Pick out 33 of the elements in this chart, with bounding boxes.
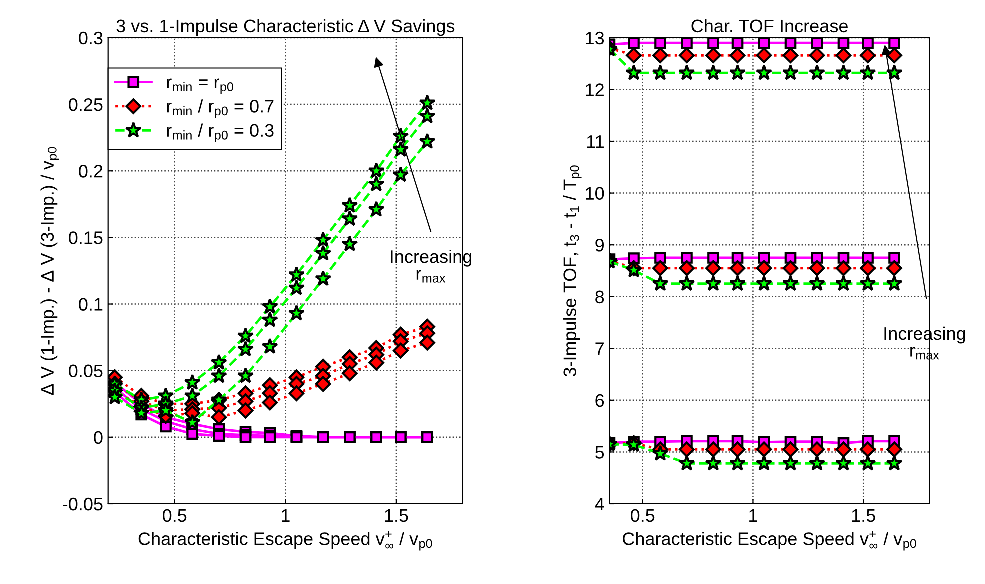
chart-title: 3 vs. 1-Impulse Characteristic Δ V Savings [116, 19, 455, 36]
x-tick-label: 0.5 [162, 509, 187, 522]
chart-title: Char. TOF Increase [692, 19, 848, 33]
y-tick-label: 12 [586, 84, 604, 96]
y-tick-label: -0.05 [63, 498, 103, 511]
y-tick-label: 0.1 [79, 298, 103, 311]
y-tick-label: 11 [587, 136, 604, 148]
y-tick-label: 13 [586, 32, 604, 45]
y-tick-label: 4 [595, 498, 604, 511]
x-tick-label: 1.5 [852, 510, 876, 522]
y-tick-label: 10 [586, 187, 604, 200]
y-tick-label: 0.25 [69, 98, 103, 112]
y-axis-title: Δ V (1-Imp.) - Δ V (3-Imp.) / v$_{p0}$ [40, 147, 60, 396]
y-tick-label: 0 [94, 431, 103, 444]
x-tick-label: 1.5 [385, 510, 408, 522]
y-tick-label: 6 [596, 394, 604, 408]
y-tick-label: 9 [596, 239, 604, 252]
y-tick-label: 8 [596, 290, 604, 304]
legend-label: r$_{min}$ / r$_{p0}$ = 0.7 [167, 100, 274, 118]
x-axis-title: Characteristic Escape Speed v$^{+}$$_{∞}$ / v$_{p0}$ [138, 531, 432, 551]
y-tick-label: 0.15 [69, 232, 103, 244]
legend-label: r$_{min}$ / r$_{p0}$ = 0.3 [167, 124, 274, 142]
x-tick-label: 1 [282, 510, 290, 522]
legend-label: r$_{min}$ = r$_{p0}$ [167, 78, 234, 94]
x-axis-title: Characteristic Escape Speed v$^{+}$$_{∞}$ / v$_{p0}$ [623, 531, 916, 551]
y-tick-label: 0.3 [79, 32, 103, 45]
y-tick-label: 0.2 [79, 165, 103, 178]
x-tick-label: 1 [750, 510, 758, 522]
x-tick-label: 0.5 [630, 509, 655, 522]
y-axis-title: 3-Impulse TOF, t$_{3}$ - t$_{1}$ / T$_{p0}$ [563, 166, 582, 377]
y-tick-label: 5 [596, 446, 604, 459]
y-tick-label: 7 [596, 342, 604, 356]
y-tick-label: 0.05 [69, 364, 103, 378]
